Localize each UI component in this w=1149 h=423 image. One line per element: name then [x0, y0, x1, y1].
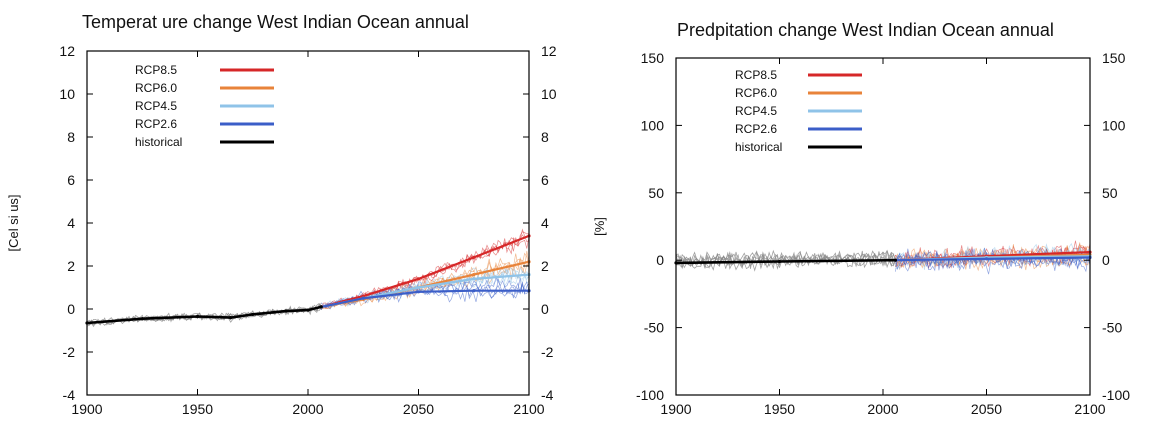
legend: RCP8.5 RCP6.0 RCP4.5 RCP2.6 historical: [135, 63, 274, 149]
legend-label: RCP8.5: [735, 68, 777, 82]
data-point: [319, 305, 323, 309]
data-point: [893, 258, 898, 262]
data-point: [416, 290, 421, 294]
y-tick-label-right: 0: [1102, 252, 1110, 268]
y-tick-label-right: 8: [541, 129, 549, 145]
temperature-chart: Temperat ure change West Indian Ocean an…: [6, 12, 557, 417]
legend-label: historical: [135, 135, 182, 149]
legend-label: RCP2.6: [135, 117, 177, 131]
y-tick-label-right: 4: [541, 215, 549, 231]
y-tick-label-right: 50: [1102, 185, 1118, 201]
legend: RCP8.5 RCP6.0 RCP4.5 RCP2.6 historical: [735, 68, 862, 154]
y-tick-label-right: 150: [1102, 50, 1126, 66]
data-point: [472, 273, 476, 277]
chart-title: Temperat ure change West Indian Ocean an…: [82, 12, 469, 32]
legend-label: RCP6.0: [135, 81, 177, 95]
y-tick-label: -100: [636, 387, 664, 403]
data-point: [416, 277, 421, 281]
legend-label: historical: [735, 140, 782, 154]
x-tick-label: 1950: [182, 401, 213, 417]
y-tick-label: 2: [67, 258, 75, 274]
data-point: [472, 277, 476, 281]
historical-member-line: [86, 303, 322, 326]
legend-label: RCP2.6: [735, 122, 777, 136]
x-tick-label: 1950: [764, 401, 795, 417]
y-tick-label-right: 12: [541, 43, 557, 59]
data-point: [472, 255, 476, 259]
y-tick-label-right: 6: [541, 172, 549, 188]
y-tick-label-right: 0: [541, 301, 549, 317]
y-tick-label: 6: [67, 172, 75, 188]
y-tick-label: -50: [644, 320, 664, 336]
x-tick-label: 1900: [71, 401, 102, 417]
y-axis-label: [%]: [592, 217, 607, 236]
legend-label: RCP6.0: [735, 86, 777, 100]
data-point: [984, 257, 989, 261]
series-line-rcp8-5: [321, 234, 530, 308]
legend-label: RCP8.5: [135, 63, 177, 77]
x-tick-label: 2050: [971, 401, 1002, 417]
y-tick-label-right: 10: [541, 86, 557, 102]
x-tick-label: 2000: [867, 401, 898, 417]
data-point: [140, 317, 144, 321]
y-tick-label: 10: [59, 86, 75, 102]
series-line-historical: [86, 305, 322, 325]
data-point: [251, 312, 255, 316]
x-tick-label: 1900: [660, 401, 691, 417]
y-tick-label: 150: [641, 50, 665, 66]
data-point: [416, 285, 421, 290]
y-tick-label: 4: [67, 215, 75, 231]
y-tick-label: 50: [648, 185, 664, 201]
y-tick-label-right: -100: [1102, 387, 1130, 403]
y-tick-label: 0: [67, 301, 75, 317]
historical-member-line: [675, 249, 896, 267]
y-tick-label: 0: [656, 252, 664, 268]
y-tick-label-right: 100: [1102, 117, 1126, 133]
data-point: [229, 316, 233, 320]
y-tick-label-right: -50: [1102, 320, 1122, 336]
chart-title: Predpitation change West Indian Ocean an…: [677, 20, 1054, 40]
x-tick-label: 2000: [292, 401, 323, 417]
x-tick-label: 2100: [513, 401, 544, 417]
scenario-member-line: [895, 248, 1091, 271]
y-axis-label: [Cel si us]: [6, 194, 21, 251]
legend-label: RCP4.5: [135, 99, 177, 113]
y-tick-label: 12: [59, 43, 75, 59]
legend-label: RCP4.5: [735, 104, 777, 118]
x-tick-label: 2100: [1074, 401, 1105, 417]
precipitation-chart: Predpitation change West Indian Ocean an…: [592, 20, 1130, 417]
x-tick-label: 2050: [403, 401, 434, 417]
y-tick-label-right: -2: [541, 344, 554, 360]
y-tick-label-right: 2: [541, 258, 549, 274]
y-tick-label: 100: [641, 117, 665, 133]
data-point: [306, 308, 310, 312]
y-tick-label: -4: [63, 387, 76, 403]
data-point: [472, 289, 476, 293]
data-point: [777, 259, 782, 264]
data-point: [195, 314, 200, 319]
data-point: [284, 309, 288, 313]
y-tick-label: 8: [67, 129, 75, 145]
y-tick-label: -2: [63, 344, 76, 360]
y-tick-label-right: -4: [541, 387, 554, 403]
data-point: [361, 296, 365, 300]
